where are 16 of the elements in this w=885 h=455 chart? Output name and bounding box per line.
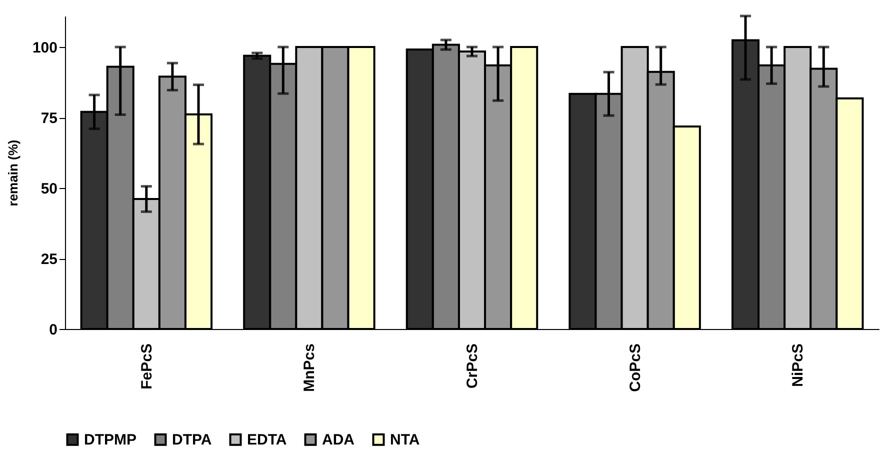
legend-label: ADA: [322, 432, 355, 449]
y-tick-label: 0: [49, 322, 58, 338]
y-axis-title: remain (%): [5, 140, 20, 206]
y-tick-label: 75: [40, 110, 58, 128]
legend-label: DTPMP: [84, 432, 136, 449]
y-tick-label: 50: [40, 180, 58, 198]
legend-label: DTPA: [172, 432, 212, 449]
y-tick-label: 25: [40, 251, 58, 268]
legend-label: NTA: [390, 432, 420, 449]
x-tick-label: MnPcs: [301, 344, 318, 392]
x-tick-label: CrPcS: [464, 344, 481, 389]
y-tick-label: 100: [32, 40, 58, 57]
x-tick-label: CoPcS: [626, 344, 644, 392]
legend-label: EDTA: [247, 432, 287, 449]
x-tick-label: NiPcS: [790, 344, 807, 387]
x-tick-label: FePcS: [138, 344, 156, 390]
